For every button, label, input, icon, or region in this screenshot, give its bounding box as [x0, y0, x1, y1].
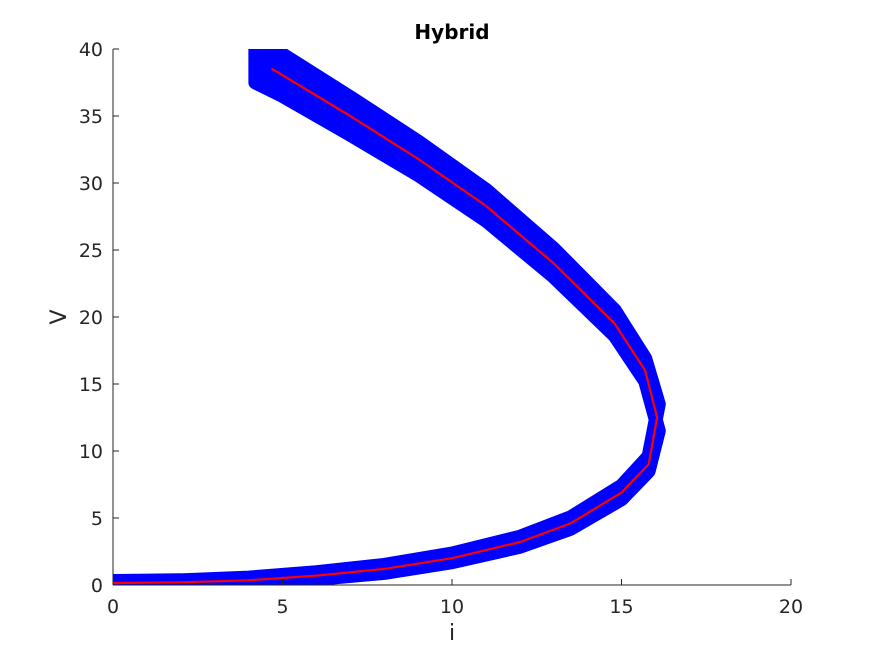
- x-tick-label: 5: [276, 596, 288, 618]
- y-axis-ticks: 0 5 10 15 20 25 30 35 40: [79, 39, 119, 597]
- y-tick-label: 15: [79, 374, 103, 396]
- y-tick-label: 20: [79, 307, 103, 329]
- y-tick-label: 25: [79, 240, 103, 262]
- band-series-0: [113, 49, 666, 585]
- x-tick-label: 20: [779, 596, 803, 618]
- x-axis-label: i: [449, 621, 455, 646]
- y-tick-label: 0: [91, 575, 103, 597]
- y-axis-label: V: [47, 309, 72, 324]
- series-layer: [113, 49, 666, 585]
- x-tick-label: 15: [609, 596, 633, 618]
- x-tick-label: 0: [107, 596, 119, 618]
- y-tick-label: 5: [91, 508, 103, 530]
- y-tick-label: 10: [79, 441, 103, 463]
- x-axis-ticks: 0 5 10 15 20: [107, 579, 803, 618]
- y-tick-label: 40: [79, 39, 103, 61]
- x-tick-label: 10: [440, 596, 464, 618]
- line-series-1: [113, 67, 659, 585]
- y-tick-label: 30: [79, 173, 103, 195]
- y-tick-label: 35: [79, 106, 103, 128]
- chart-title: Hybrid: [414, 20, 489, 44]
